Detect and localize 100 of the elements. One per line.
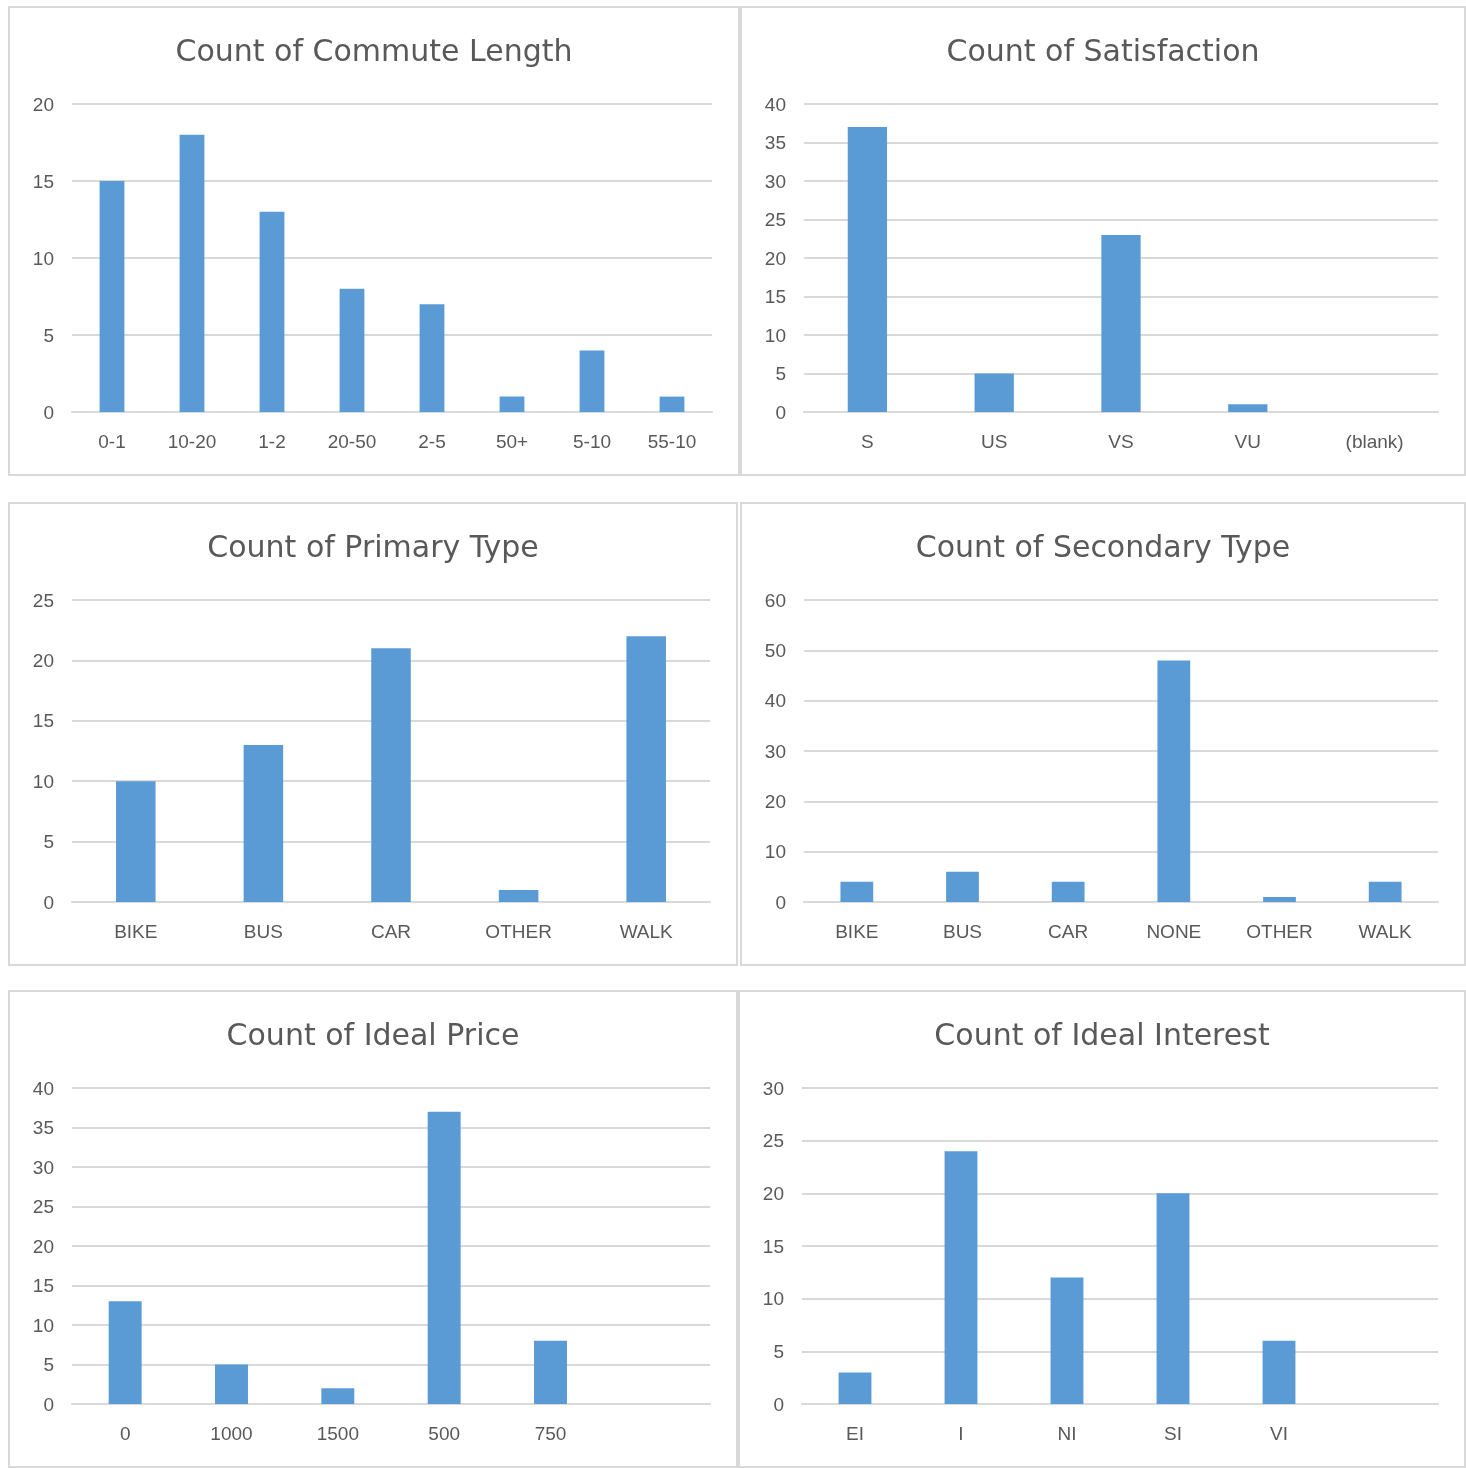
y-tick-label: 0 xyxy=(43,891,54,913)
bar xyxy=(840,881,874,902)
bar xyxy=(659,396,685,412)
bar xyxy=(1263,896,1296,902)
y-tick-label: 20 xyxy=(764,247,786,269)
chart-title: Count of Primary Type xyxy=(207,528,539,564)
bar xyxy=(1262,1340,1296,1404)
y-tick-label: 15 xyxy=(764,286,786,307)
y-tick-label: 30 xyxy=(32,1156,54,1178)
y-tick-label: 0 xyxy=(775,891,786,913)
x-tick-label: CAR xyxy=(1048,921,1089,942)
x-tick-label: NONE xyxy=(1146,921,1202,942)
bar xyxy=(974,373,1014,412)
y-tick-label: 10 xyxy=(764,841,786,863)
x-tick-label: 20-50 xyxy=(327,431,377,452)
bar xyxy=(1051,881,1085,902)
bar xyxy=(321,1388,355,1404)
y-tick-label: 15 xyxy=(762,1235,784,1257)
y-tick-label: 10 xyxy=(762,1288,784,1310)
chart-title: Count of Ideal Price xyxy=(226,1016,520,1052)
bar xyxy=(1157,660,1191,902)
x-tick-label: 2-5 xyxy=(418,431,446,452)
y-tick-label: 15 xyxy=(32,1275,54,1296)
x-tick-label: 50+ xyxy=(495,431,529,452)
bar xyxy=(498,889,539,902)
bar xyxy=(1368,881,1402,902)
y-tick-label: 30 xyxy=(764,740,786,762)
y-tick-label: 20 xyxy=(32,93,54,115)
y-tick-label: 40 xyxy=(32,1077,54,1099)
bar xyxy=(427,1111,461,1404)
bar xyxy=(1228,404,1268,412)
y-tick-label: 50 xyxy=(764,639,786,661)
x-tick-label: NI xyxy=(1057,1423,1077,1444)
y-tick-label: 20 xyxy=(32,649,54,671)
x-tick-label: BUS xyxy=(942,921,983,942)
y-tick-label: 25 xyxy=(762,1130,784,1152)
bar xyxy=(534,1340,567,1404)
y-tick-label: 35 xyxy=(32,1117,54,1138)
x-tick-label: WALK xyxy=(619,921,674,942)
y-tick-label: 5 xyxy=(773,1340,784,1362)
y-tick-label: 0 xyxy=(773,1393,784,1415)
y-tick-label: 5 xyxy=(775,363,786,384)
y-tick-label: 10 xyxy=(32,770,54,792)
bar xyxy=(108,1301,142,1404)
x-tick-label: 55-10 xyxy=(647,431,697,452)
bar xyxy=(99,181,125,412)
x-tick-label: S xyxy=(861,431,874,452)
y-tick-label: 5 xyxy=(43,1354,54,1375)
x-tick-label: CAR xyxy=(370,921,412,942)
y-tick-label: 40 xyxy=(764,690,786,712)
x-tick-label: US xyxy=(981,431,1008,452)
y-tick-label: 0 xyxy=(775,401,786,423)
chart-title: Count of Secondary Type xyxy=(915,528,1291,564)
x-tick-label: BUS xyxy=(243,921,283,942)
x-tick-label: I xyxy=(958,1423,964,1444)
x-tick-label: BIKE xyxy=(835,921,879,942)
bar xyxy=(499,396,525,412)
x-tick-label: BIKE xyxy=(114,921,158,942)
y-tick-label: 15 xyxy=(32,710,54,732)
x-tick-label: OTHER xyxy=(1246,921,1313,942)
x-tick-label: EI xyxy=(846,1423,864,1444)
y-tick-label: 0 xyxy=(43,1393,54,1415)
y-tick-label: 40 xyxy=(764,93,786,115)
bar xyxy=(1050,1277,1084,1404)
bar xyxy=(626,636,666,902)
bar xyxy=(243,744,284,902)
y-tick-label: 35 xyxy=(764,132,786,153)
x-tick-label: 1000 xyxy=(210,1423,253,1444)
y-tick-label: 5 xyxy=(43,324,54,346)
chart-title: Count of Commute Length xyxy=(175,32,573,68)
bar xyxy=(579,350,605,412)
y-tick-label: 10 xyxy=(764,324,786,346)
x-tick-label: 5-10 xyxy=(572,431,612,452)
y-tick-label: 5 xyxy=(43,831,54,853)
bar xyxy=(259,211,285,412)
bar xyxy=(946,871,979,902)
x-tick-label: 750 xyxy=(534,1423,567,1444)
x-tick-label: 1-2 xyxy=(258,431,286,452)
y-tick-label: 25 xyxy=(32,1196,54,1217)
bar xyxy=(1101,234,1141,412)
x-tick-label: VU xyxy=(1234,431,1261,452)
y-tick-label: 10 xyxy=(32,247,54,269)
bar xyxy=(944,1151,978,1404)
y-tick-label: 25 xyxy=(32,589,54,611)
y-tick-label: 25 xyxy=(764,209,786,230)
y-tick-label: 10 xyxy=(32,1314,54,1336)
bar xyxy=(371,648,411,902)
y-tick-label: 60 xyxy=(764,589,786,611)
bar xyxy=(116,781,156,902)
x-tick-label: VI xyxy=(1270,1423,1288,1444)
x-tick-label: SI xyxy=(1164,1423,1182,1444)
bar xyxy=(847,127,888,412)
x-tick-label: 0 xyxy=(119,1423,131,1444)
y-tick-label: 20 xyxy=(762,1182,784,1204)
x-tick-label: (blank) xyxy=(1345,431,1404,452)
x-tick-label: OTHER xyxy=(485,921,552,942)
bar xyxy=(1156,1193,1190,1404)
x-tick-label: 0-1 xyxy=(98,431,126,452)
x-tick-label: WALK xyxy=(1358,921,1413,942)
y-tick-label: 20 xyxy=(32,1235,54,1257)
